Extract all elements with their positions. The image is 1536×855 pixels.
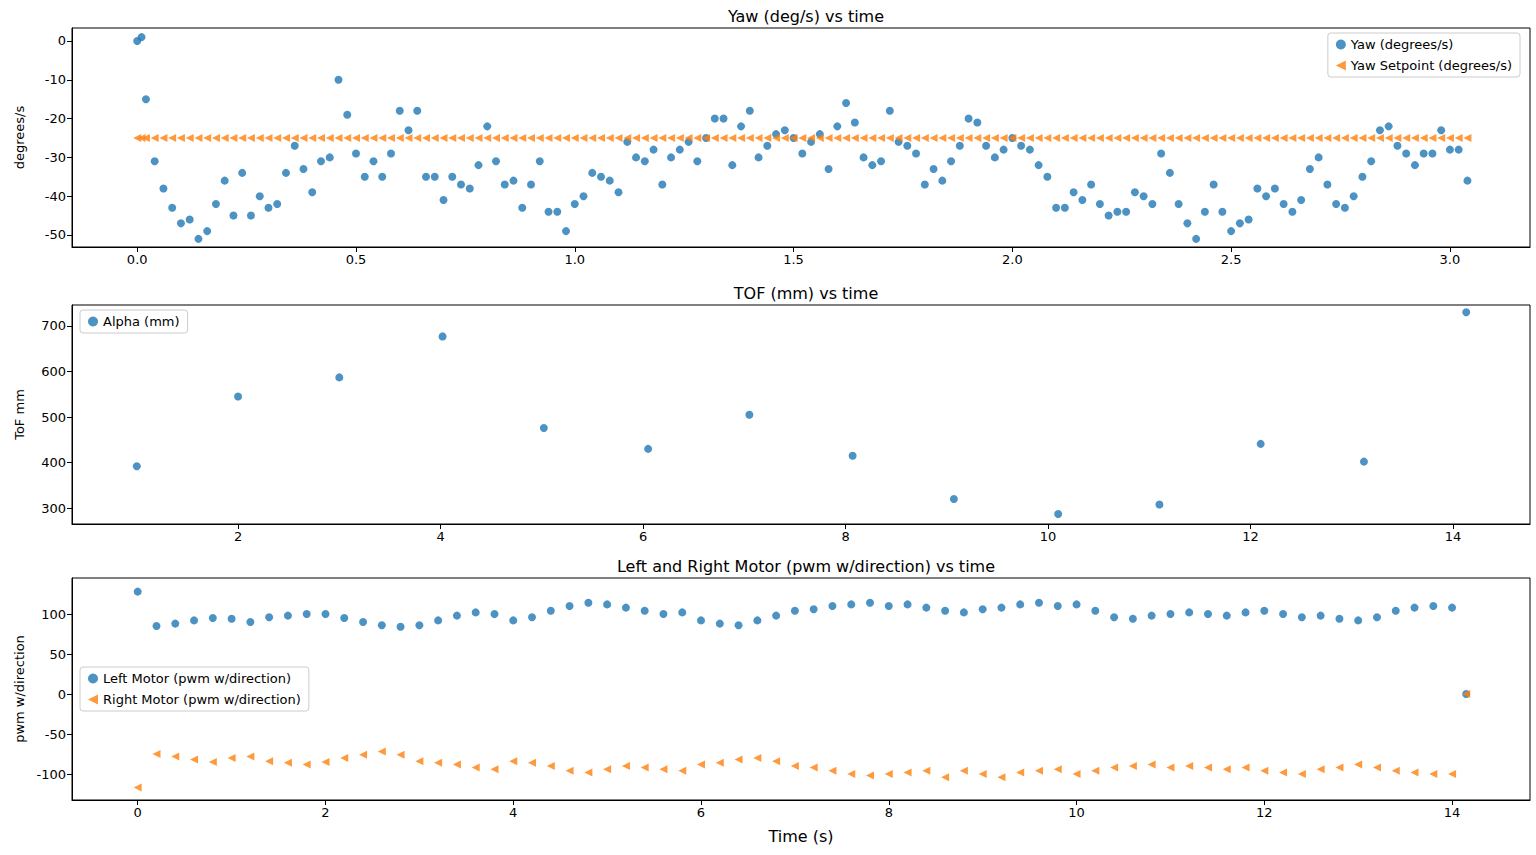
svg-text:Alpha (mm): Alpha (mm) xyxy=(103,314,180,329)
svg-text:14: 14 xyxy=(1445,529,1462,544)
svg-text:4: 4 xyxy=(436,529,444,544)
svg-text:300: 300 xyxy=(41,501,66,516)
svg-text:-100: -100 xyxy=(36,767,66,782)
svg-text:12: 12 xyxy=(1256,805,1273,820)
svg-text:8: 8 xyxy=(841,529,849,544)
svg-text:400: 400 xyxy=(41,455,66,470)
svg-text:10: 10 xyxy=(1068,805,1085,820)
svg-text:6: 6 xyxy=(639,529,647,544)
svg-text:0.5: 0.5 xyxy=(346,252,367,267)
svg-text:-10: -10 xyxy=(45,72,66,87)
svg-text:4: 4 xyxy=(509,805,517,820)
svg-text:14: 14 xyxy=(1444,805,1461,820)
svg-text:1.5: 1.5 xyxy=(783,252,804,267)
svg-text:0: 0 xyxy=(58,687,66,702)
svg-text:1.0: 1.0 xyxy=(564,252,585,267)
svg-text:0.0: 0.0 xyxy=(127,252,148,267)
svg-text:-40: -40 xyxy=(45,189,66,204)
svg-text:2: 2 xyxy=(321,805,329,820)
svg-text:TOF (mm) vs time: TOF (mm) vs time xyxy=(733,284,878,303)
svg-text:12: 12 xyxy=(1242,529,1259,544)
svg-text:0: 0 xyxy=(134,805,142,820)
svg-text:Right Motor (pwm w/direction): Right Motor (pwm w/direction) xyxy=(103,692,301,707)
svg-text:-20: -20 xyxy=(45,111,66,126)
svg-text:50: 50 xyxy=(49,647,66,662)
svg-text:2.5: 2.5 xyxy=(1221,252,1242,267)
svg-text:-30: -30 xyxy=(45,150,66,165)
svg-text:pwm w/direction: pwm w/direction xyxy=(12,635,27,743)
svg-text:100: 100 xyxy=(41,607,66,622)
svg-text:-50: -50 xyxy=(45,227,66,242)
svg-text:0: 0 xyxy=(58,33,66,48)
svg-text:degrees/s: degrees/s xyxy=(12,106,27,170)
svg-text:600: 600 xyxy=(41,364,66,379)
svg-text:8: 8 xyxy=(885,805,893,820)
svg-text:2.0: 2.0 xyxy=(1002,252,1023,267)
svg-text:2: 2 xyxy=(234,529,242,544)
svg-text:Left Motor (pwm w/direction): Left Motor (pwm w/direction) xyxy=(103,671,291,686)
svg-text:500: 500 xyxy=(41,410,66,425)
svg-text:Left and Right Motor (pwm w/di: Left and Right Motor (pwm w/direction) v… xyxy=(617,557,995,576)
svg-text:Yaw (deg/s) vs time: Yaw (deg/s) vs time xyxy=(727,7,884,26)
svg-text:-50: -50 xyxy=(45,727,66,742)
svg-text:3.0: 3.0 xyxy=(1440,252,1461,267)
svg-text:Yaw (degrees/s): Yaw (degrees/s) xyxy=(1350,37,1454,52)
svg-text:6: 6 xyxy=(697,805,705,820)
svg-text:700: 700 xyxy=(41,318,66,333)
svg-text:Yaw Setpoint (degrees/s): Yaw Setpoint (degrees/s) xyxy=(1350,58,1512,73)
svg-text:Time (s): Time (s) xyxy=(767,827,833,846)
svg-text:10: 10 xyxy=(1040,529,1057,544)
svg-text:ToF mm: ToF mm xyxy=(12,389,27,441)
